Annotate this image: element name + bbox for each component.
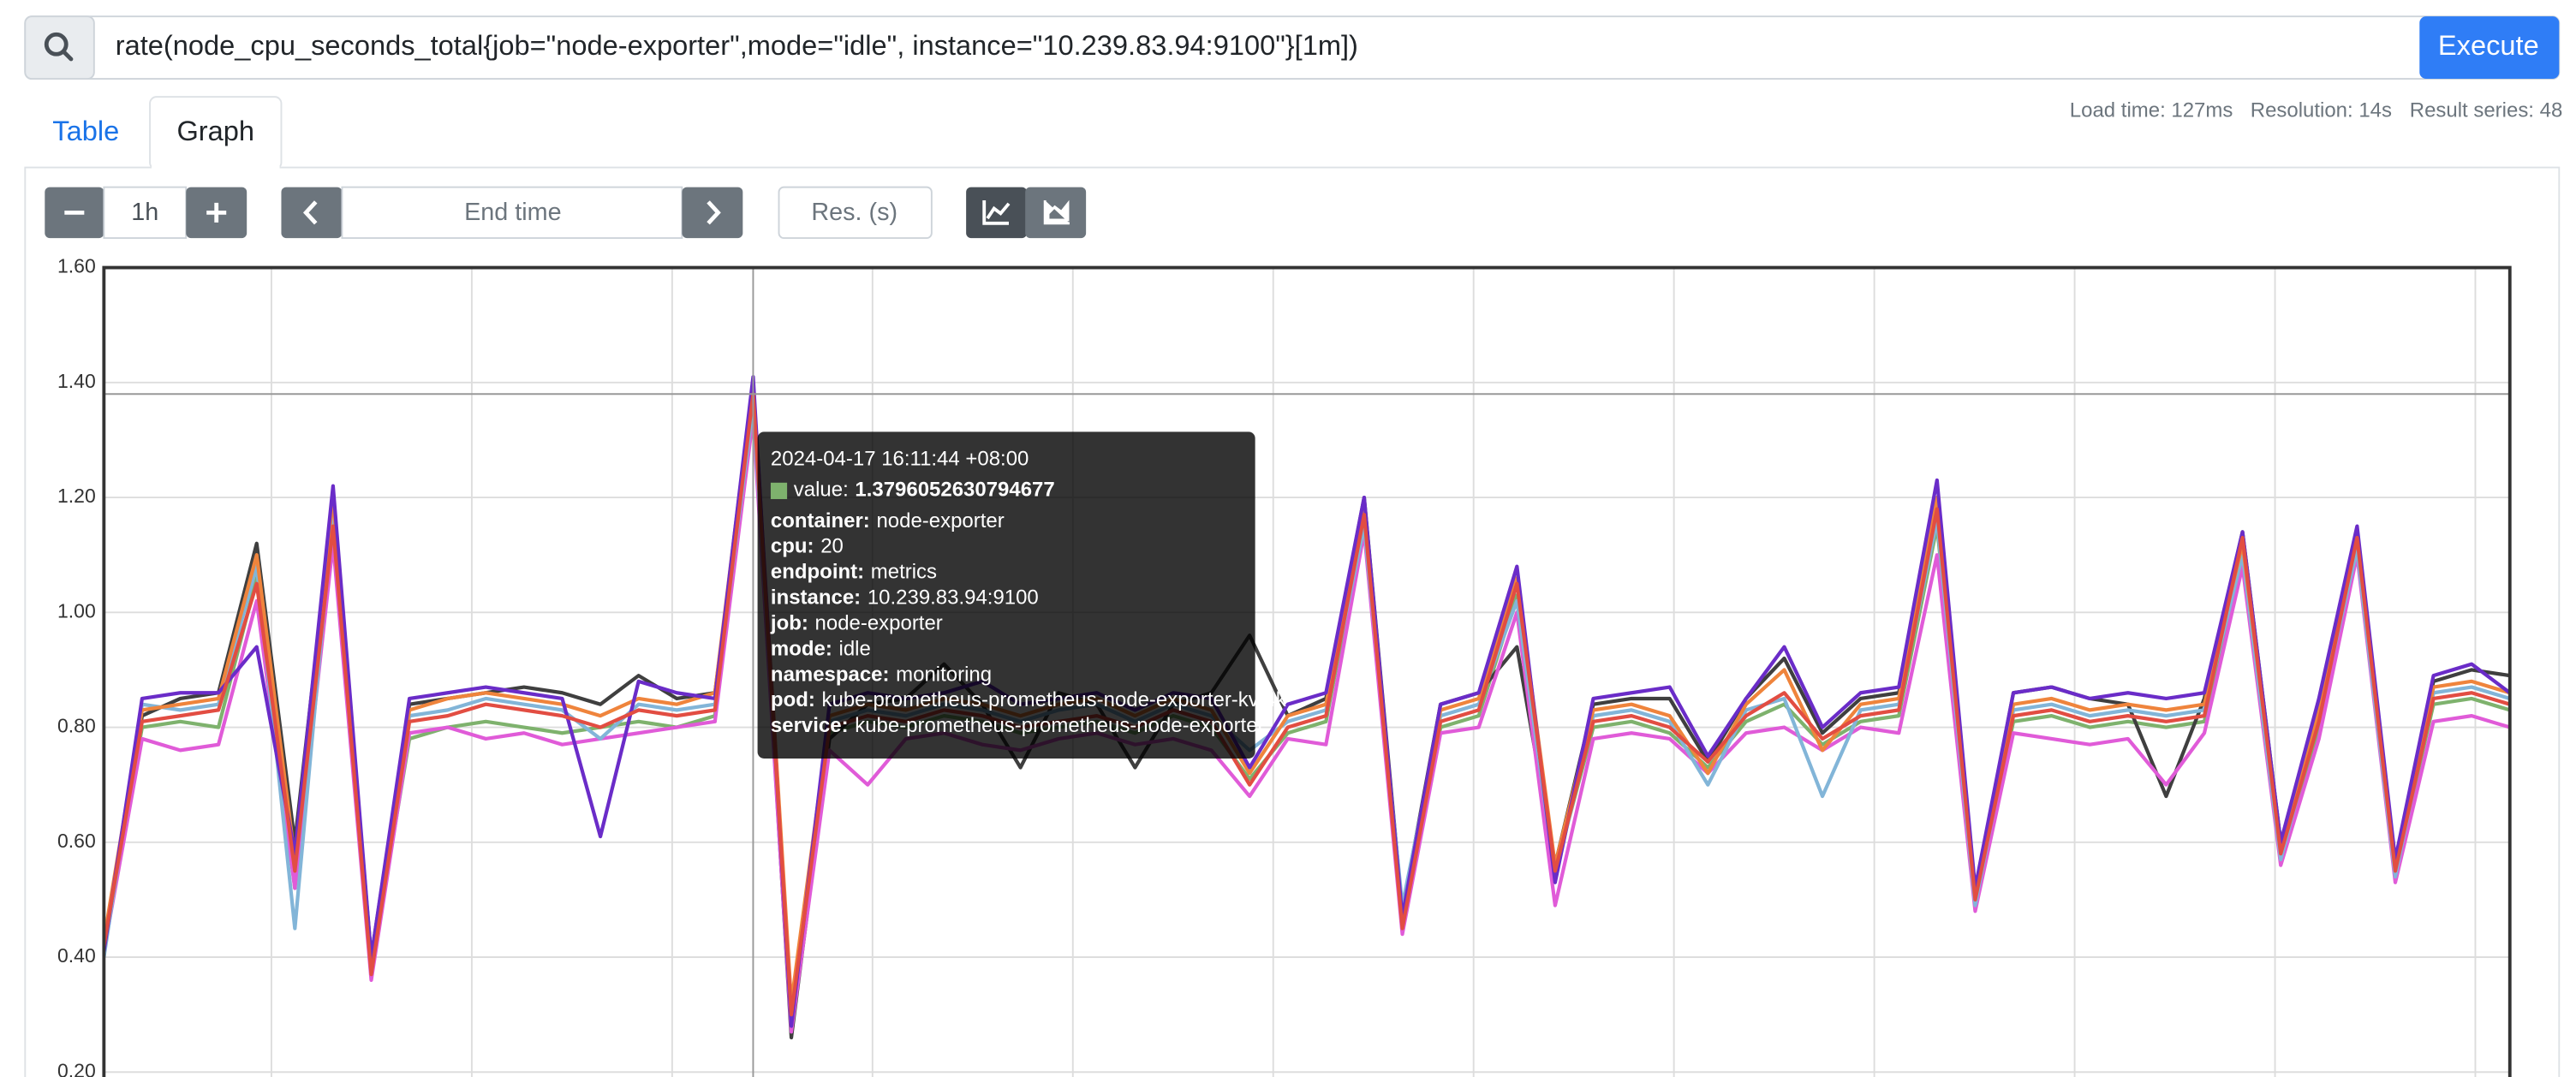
- tooltip-time: 2024-04-17 16:11:44 +08:00: [771, 447, 1029, 470]
- tooltip-label: pod: kube-prometheus-prometheus-node-expo…: [771, 689, 1287, 712]
- plus-icon: [206, 202, 227, 223]
- tooltip-label-value: node-exporter: [815, 612, 943, 635]
- tooltip-label-value: kube-prometheus-prometheus-node-exporter…: [822, 689, 1287, 712]
- tooltip-label-value: metrics: [871, 561, 937, 584]
- tab-join: [151, 164, 280, 171]
- line-mode-button[interactable]: [966, 187, 1028, 239]
- tooltip-label: cpu: 20: [771, 535, 844, 558]
- tooltip-label-value: 10.239.83.94:9100: [868, 586, 1039, 610]
- series-line: [104, 409, 2510, 1022]
- resolution: Resolution: 14s: [2251, 99, 2392, 122]
- range-value[interactable]: 1h: [131, 199, 158, 226]
- series-line: [104, 403, 2510, 1011]
- tooltip-label-key: service:: [771, 714, 849, 737]
- search-icon: [44, 32, 69, 57]
- tooltip-value: value: 1.3796052630794677: [794, 479, 1055, 502]
- tooltip-label-key: cpu:: [771, 535, 814, 558]
- tooltip-value-key: value:: [794, 479, 849, 502]
- tooltip-label-value: 20: [820, 535, 844, 558]
- time-forward[interactable]: [682, 187, 743, 239]
- y-tick-label: 0.20: [57, 1059, 96, 1077]
- tooltip-label-key: job:: [770, 612, 808, 635]
- tooltip-label: service: kube-prometheus-prometheus-node-…: [771, 714, 1265, 737]
- tooltip-label-key: container:: [771, 509, 870, 533]
- chevron-left: [302, 200, 318, 225]
- graph-tab-label[interactable]: Graph: [176, 115, 254, 146]
- tooltip-label-value: idle: [839, 638, 871, 661]
- result-series: Result series: 48: [2410, 99, 2563, 122]
- tooltip-value-number: 1.3796052630794677: [855, 479, 1054, 502]
- plot-frame: [102, 265, 2512, 1077]
- line-icon: [982, 199, 1011, 225]
- tooltip-box: [757, 431, 1255, 759]
- y-tick-label: 1.20: [57, 485, 96, 507]
- tooltip-label-key: namespace:: [771, 663, 890, 687]
- end-time-placeholder[interactable]: End time: [464, 199, 561, 226]
- y-tick-label: 0.40: [57, 944, 96, 967]
- tooltip-label-key: instance:: [771, 586, 861, 610]
- query-text[interactable]: rate(node_cpu_seconds_total{job="node-ex…: [116, 29, 1358, 61]
- end-time-input[interactable]: [341, 186, 683, 240]
- tooltip-label: job: node-exporter: [770, 612, 943, 635]
- search-addon: [24, 15, 95, 80]
- graph-panel: [24, 166, 2561, 1077]
- tooltip-label-value: kube-prometheus-prometheus-node-exporter: [855, 714, 1264, 737]
- y-tick-label: 1.00: [57, 599, 96, 622]
- search-icon-handle: [61, 50, 74, 62]
- chevron-right: [707, 200, 721, 225]
- area-icon: [1043, 199, 1070, 225]
- plot-lines: [104, 267, 2510, 1077]
- resolution-input[interactable]: [778, 186, 933, 240]
- tooltip-label-value: monitoring: [896, 663, 992, 687]
- execute-button[interactable]: [2419, 16, 2560, 80]
- resolution-placeholder[interactable]: Res. (s): [811, 199, 897, 226]
- table-tab[interactable]: Table: [52, 115, 119, 146]
- y-tick-label: 1.40: [57, 370, 96, 392]
- y-tick-label: 0.80: [57, 715, 96, 737]
- tooltip-label-key: pod:: [771, 689, 815, 712]
- series-line: [104, 414, 2510, 1034]
- series-line: [104, 374, 2510, 1028]
- series-line: [104, 380, 2510, 1005]
- load-time: Load time: 127ms: [2070, 99, 2233, 122]
- plot-border: [102, 265, 2512, 1077]
- execute-label[interactable]: Execute: [2438, 29, 2539, 61]
- stacked-mode-button[interactable]: [1025, 187, 1087, 239]
- tooltip-label-key: endpoint:: [771, 561, 864, 584]
- series-line: [104, 392, 2510, 1017]
- tooltip-label: namespace: monitoring: [771, 663, 992, 687]
- time-back[interactable]: [281, 187, 343, 239]
- tooltip-swatch: [770, 482, 788, 499]
- tooltip-label: mode: idle: [771, 638, 871, 661]
- y-tick-label: 0.60: [57, 830, 96, 852]
- tooltip: 2024-04-17 16:11:44 +08:00 value: 1.37960…: [757, 431, 1287, 759]
- tooltip-label-value: node-exporter: [876, 509, 1004, 533]
- range-input[interactable]: [103, 186, 188, 240]
- tooltip-label: instance: 10.239.83.94:9100: [771, 586, 1039, 610]
- tooltip-label: container: node-exporter: [771, 509, 1005, 533]
- tooltip-label: endpoint: metrics: [771, 561, 937, 584]
- tooltip-label-key: mode:: [771, 638, 832, 661]
- y-tick-label: 1.60: [57, 255, 96, 277]
